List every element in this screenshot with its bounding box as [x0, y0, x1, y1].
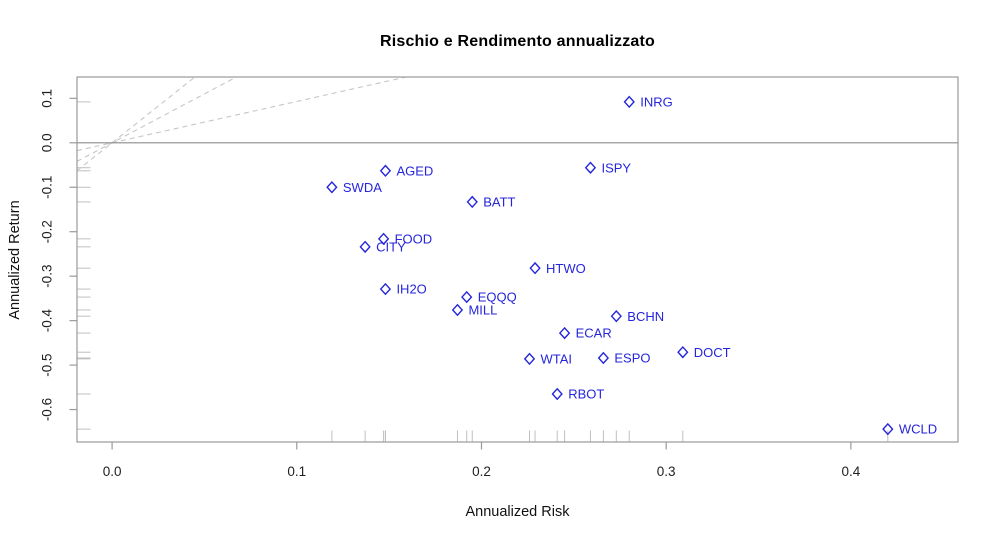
x-axis-tick-label: 0.4 [841, 464, 860, 479]
data-point-RBOT [551, 387, 563, 401]
data-point-ECAR [558, 326, 571, 340]
reference-dashed-line-1 [76, 76, 196, 172]
data-point-EQQQ [461, 290, 473, 304]
data-point-label-WCLD: WCLD [899, 422, 937, 437]
y-axis-tick-label: -0.3 [40, 265, 55, 288]
data-point-label-FOOD: FOOD [395, 231, 433, 246]
data-point-AGED [379, 164, 392, 178]
data-point-DOCT [677, 345, 689, 359]
data-point-WCLD [882, 422, 894, 436]
data-point-label-ISPY: ISPY [601, 160, 631, 175]
data-point-label-AGED: AGED [396, 163, 433, 178]
data-point-label-HTWO: HTWO [546, 261, 586, 276]
data-point-label-RBOT: RBOT [568, 387, 604, 402]
data-point-IH2O [379, 282, 392, 296]
data-point-label-BCHN: BCHN [627, 309, 664, 324]
data-point-label-MILL: MILL [468, 303, 497, 318]
y-axis-tick-label: -0.1 [40, 176, 55, 199]
data-point-WTAI [523, 352, 536, 366]
data-point-BCHN [610, 309, 622, 323]
data-point-label-CITY: CITY [376, 239, 406, 254]
data-point-label-BATT: BATT [483, 195, 515, 210]
x-axis-tick-label: 0.2 [472, 464, 491, 479]
x-axis-tick-label: 0.0 [103, 464, 122, 479]
data-point-label-IH2O: IH2O [396, 282, 426, 297]
plot-box [76, 76, 959, 443]
x-axis-tick-label: 0.1 [287, 464, 306, 479]
data-point-CITY [359, 240, 371, 254]
y-axis-tick-label: 0.1 [40, 89, 55, 108]
y-axis-title: Annualized Return [7, 200, 23, 320]
y-axis-tick-label: -0.5 [40, 353, 55, 376]
data-point-SWDA [326, 181, 338, 194]
y-axis-tick-label: -0.4 [40, 309, 55, 333]
data-point-BATT [466, 195, 478, 209]
data-point-label-INRG: INRG [640, 94, 673, 109]
data-point-label-DOCT: DOCT [694, 345, 731, 360]
data-point-MILL [451, 303, 464, 317]
data-point-ISPY [584, 161, 597, 174]
data-point-label-WTAI: WTAI [541, 351, 573, 366]
x-axis-tick-label: 0.3 [657, 464, 676, 479]
reference-dashed-line-2 [76, 76, 237, 162]
data-point-label-ESPO: ESPO [614, 351, 650, 366]
data-point-label-ECAR: ECAR [576, 326, 612, 341]
y-axis-tick-label: -0.2 [40, 220, 55, 243]
reference-dashed-line-3 [76, 76, 407, 152]
y-axis-tick-label: -0.6 [40, 398, 55, 421]
data-point-INRG [623, 95, 635, 109]
data-point-HTWO [529, 261, 541, 275]
chart-title: Rischio e Rendimento annualizzato [379, 33, 656, 50]
y-axis-tick-label: 0.0 [40, 133, 55, 152]
x-axis-title: Annualized Risk [465, 504, 570, 520]
data-point-FOOD [377, 232, 390, 246]
data-point-label-SWDA: SWDA [343, 180, 382, 195]
data-point-label-EQQQ: EQQQ [478, 290, 517, 305]
data-point-ESPO [597, 351, 610, 365]
